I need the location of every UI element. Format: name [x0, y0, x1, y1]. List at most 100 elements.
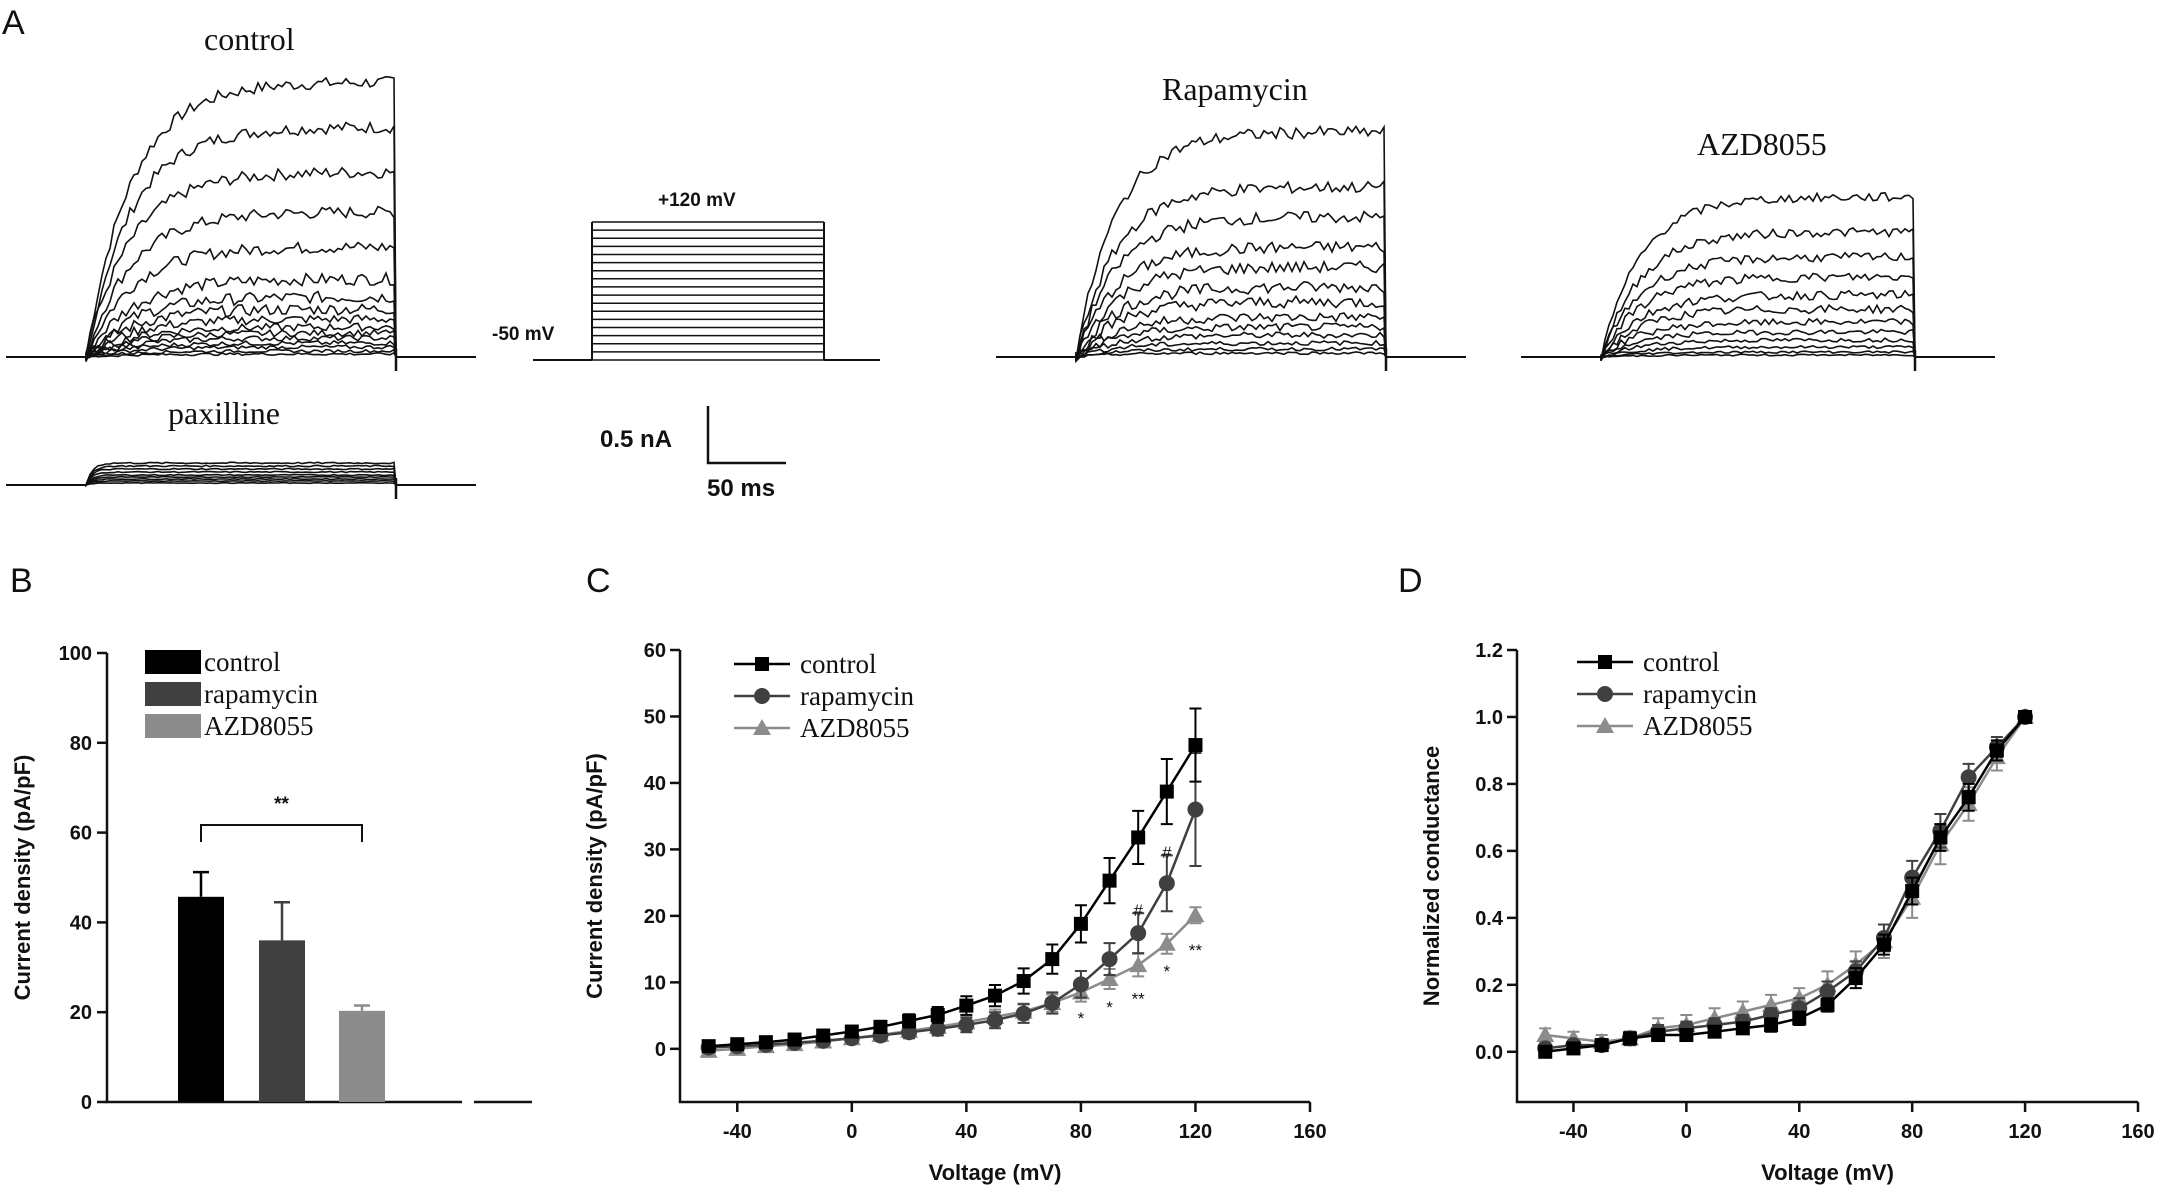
b-legend-label-0: control — [204, 647, 280, 677]
current-trace-2 — [85, 120, 397, 358]
current-trace-14 — [85, 344, 397, 360]
c-point-rapamycin — [1158, 875, 1175, 892]
current-trace-2 — [1600, 227, 1916, 361]
d-xlabel: Voltage (mV) — [1761, 1160, 1894, 1185]
c-point-AZD8055 — [1100, 970, 1119, 987]
d-point-rapamycin — [1819, 983, 1836, 1000]
b-error-bar-control — [193, 870, 209, 897]
current-trace-8 — [1600, 328, 1916, 358]
d-point-control — [1905, 884, 1920, 899]
c-point-AZD8055 — [1186, 906, 1205, 923]
c-point-control — [988, 988, 1002, 1003]
c-point-AZD8055 — [1157, 934, 1176, 951]
current-trace-10 — [1600, 344, 1916, 359]
c-point-control — [959, 998, 974, 1013]
d-point-control — [1566, 1041, 1581, 1056]
current-trace-15 — [85, 348, 397, 360]
c-legend-marker-2 — [753, 719, 771, 735]
d-legend-marker-1 — [1597, 686, 1613, 702]
protocol-top-label: +120 mV — [658, 190, 736, 211]
current-trace-6 — [1600, 303, 1916, 361]
d-point-AZD8055 — [1536, 1026, 1555, 1043]
c-point-control — [1102, 873, 1117, 888]
c-annotation: # — [1133, 901, 1143, 920]
rapamycin-current-traces — [996, 124, 1466, 371]
b-legend-label-1: rapamycin — [204, 679, 318, 709]
b-ytick-label: 40 — [70, 912, 92, 934]
current-trace-9 — [1600, 337, 1916, 359]
d-point-control — [1989, 743, 2004, 758]
current-trace-6 — [85, 270, 397, 358]
voltage-protocol-diagram — [533, 221, 880, 361]
d-point-control — [1735, 1021, 1750, 1036]
d-ytick-label: 0.6 — [1475, 841, 1503, 863]
current-trace-9 — [1075, 322, 1387, 361]
c-annotation: * — [1106, 998, 1113, 1017]
control-current-traces — [6, 75, 476, 371]
d-point-rapamycin — [1960, 769, 1977, 786]
d-series-rapamycin — [1537, 708, 2034, 1057]
c-point-control — [873, 1019, 888, 1034]
c-point-control — [787, 1032, 802, 1047]
c-ylabel: Current density (pA/pF) — [582, 753, 607, 999]
current-trace-13 — [1075, 351, 1387, 358]
b-legend-label-2: AZD8055 — [204, 711, 314, 741]
d-point-control — [1820, 997, 1835, 1012]
c-annotation: * — [1078, 1009, 1085, 1028]
d-point-control — [2018, 709, 2033, 724]
current-trace-5 — [1600, 289, 1916, 361]
b-ytick-label: 20 — [70, 1002, 92, 1024]
d-ylabel: Normalized conductance — [1419, 746, 1444, 1006]
d-point-control — [1848, 971, 1863, 986]
c-point-rapamycin — [1015, 1005, 1032, 1022]
panel-a: A control paxilline Rapamycin AZD8055 +1… — [2, 4, 1995, 502]
c-point-rapamycin — [1044, 994, 1061, 1011]
c-xtick-label: 80 — [1070, 1121, 1092, 1143]
d-legend-label-1: rapamycin — [1643, 679, 1757, 709]
b-ytick-label: 100 — [59, 643, 92, 665]
c-point-rapamycin — [929, 1020, 946, 1037]
c-point-control — [930, 1007, 945, 1022]
panel-b: B 0 20 40 60 80 100 Current density (pA/pF) ** c… — [10, 562, 532, 1114]
azd-trace-title: AZD8055 — [1697, 126, 1827, 162]
d-point-control — [1707, 1024, 1722, 1039]
d-point-control — [1538, 1044, 1553, 1059]
c-ytick-label: 10 — [644, 972, 666, 994]
c-series-control — [701, 707, 1203, 1054]
paxilline-current-traces — [6, 461, 476, 499]
c-point-AZD8055 — [1129, 956, 1148, 973]
c-point-rapamycin — [1187, 801, 1204, 818]
d-point-control — [1622, 1031, 1637, 1046]
c-point-control — [1188, 738, 1203, 753]
panel-letter-a: A — [2, 4, 25, 42]
d-legend-label-2: AZD8055 — [1643, 711, 1753, 741]
c-point-control — [844, 1024, 859, 1039]
b-ytick-label: 80 — [70, 733, 92, 755]
c-ytick-label: 60 — [644, 640, 666, 662]
panel-c: C -40 0 40 80 120 160 0 10 20 30 40 50 60 Voltage (mV… — [582, 562, 1327, 1185]
current-trace-1 — [85, 75, 397, 358]
current-trace-3 — [1075, 210, 1387, 362]
current-trace-7 — [85, 290, 397, 361]
current-trace-2 — [85, 464, 397, 486]
c-point-control — [902, 1013, 917, 1028]
current-trace-7 — [85, 477, 397, 488]
scale-current-label: 0.5 nA — [600, 426, 672, 453]
b-ytick-label: 0 — [81, 1092, 92, 1114]
c-annotation: * — [1164, 962, 1171, 981]
scale-bar-lines — [706, 406, 786, 465]
d-legend-label-0: control — [1643, 647, 1719, 677]
c-point-control — [816, 1028, 831, 1043]
rapamycin-trace-title: Rapamycin — [1162, 71, 1308, 107]
current-trace-1 — [1600, 191, 1916, 360]
d-ytick-label: 1.2 — [1475, 640, 1503, 662]
c-annotation: # — [1162, 843, 1172, 862]
current-trace-11 — [1600, 350, 1916, 359]
d-point-control — [1764, 1017, 1779, 1032]
d-series-control — [1538, 709, 2033, 1059]
c-point-rapamycin — [1101, 951, 1118, 968]
d-xtick-label: 160 — [2121, 1121, 2154, 1143]
d-axes — [1515, 650, 2138, 1104]
scale-time-label: 50 ms — [707, 475, 775, 502]
d-xtick-label: 80 — [1901, 1121, 1923, 1143]
